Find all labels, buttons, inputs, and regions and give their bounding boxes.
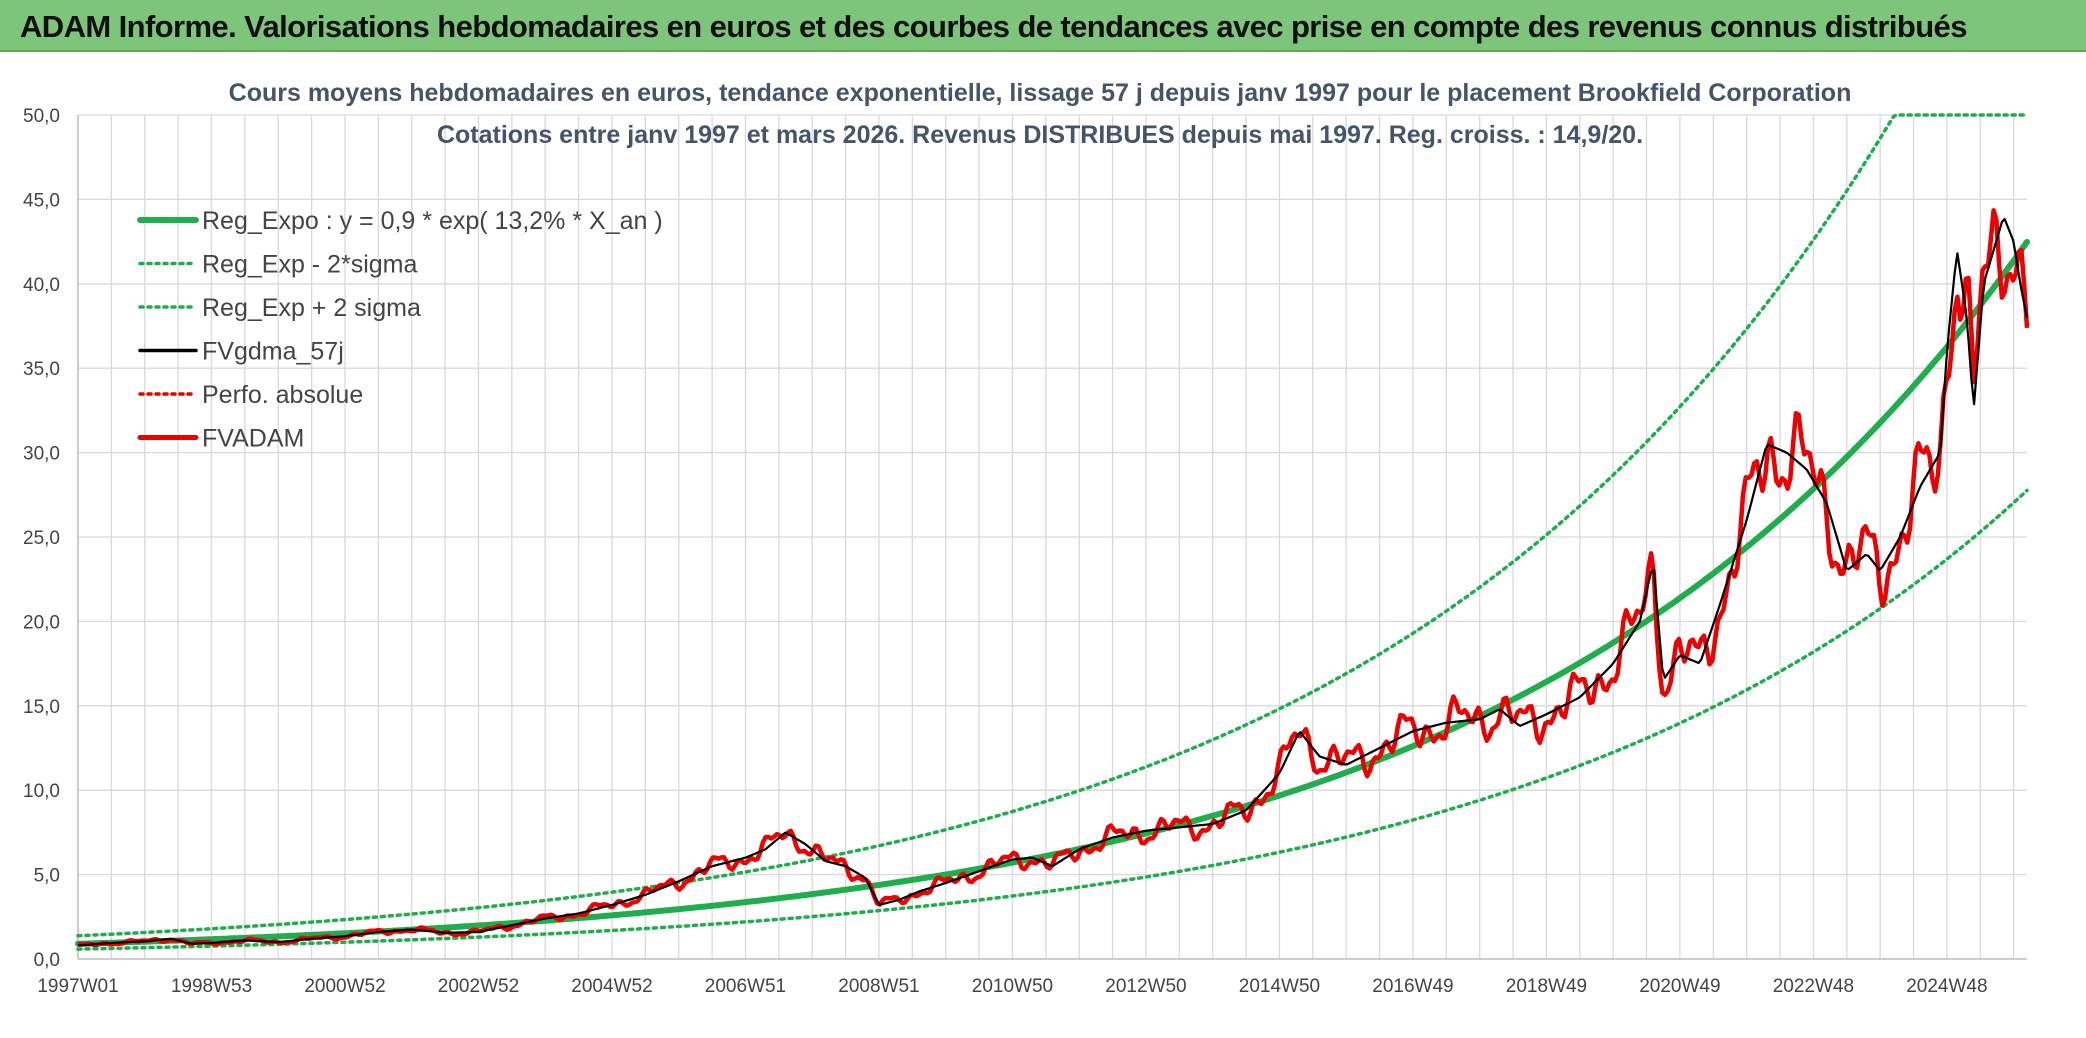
y-tick-label: 15,0 xyxy=(23,697,60,718)
banner-title: ADAM Informe. Valorisations hebdomadaire… xyxy=(20,9,1967,44)
x-tick-label: 2012W50 xyxy=(1105,976,1186,997)
y-tick-label: 20,0 xyxy=(23,612,60,633)
x-tick-label: 2010W50 xyxy=(972,976,1053,997)
exponential-trend-chart: 0,0 5,0 10,0 15,0 20,0 25,0 30,0 35,0 40,0 45,0 50… xyxy=(23,79,2030,997)
legend-label: FVgdma_57j xyxy=(202,338,344,366)
y-tick-label: 45,0 xyxy=(23,190,60,211)
legend-label: Reg_Exp + 2 sigma xyxy=(202,294,421,322)
y-tick-label: 30,0 xyxy=(23,444,60,465)
x-tick-label: 2002W52 xyxy=(438,976,519,997)
report-banner: ADAM Informe. Valorisations hebdomadaire… xyxy=(0,0,2086,52)
y-tick-label: 25,0 xyxy=(23,528,60,549)
x-tick-label: 2016W49 xyxy=(1372,976,1453,997)
y-tick-label: 35,0 xyxy=(23,359,60,380)
y-tick-label: 50,0 xyxy=(23,106,60,127)
legend-label: Perfo. absolue xyxy=(202,381,363,409)
x-tick-label: 2014W50 xyxy=(1239,976,1320,997)
x-tick-label: 2008W51 xyxy=(838,976,919,997)
y-tick-label: 40,0 xyxy=(23,275,60,296)
chart-legend: Reg_Expo : y = 0,9 * exp( 13,2% * X_an )… xyxy=(137,207,663,453)
x-tick-label: 1998W53 xyxy=(171,976,252,997)
chart-series xyxy=(75,113,2030,951)
x-tick-label: 2024W48 xyxy=(1906,976,1987,997)
chart-grid xyxy=(77,114,2027,960)
x-tick-label: 2004W52 xyxy=(571,976,652,997)
x-tick-label: 2018W49 xyxy=(1506,976,1587,997)
fvadam-line xyxy=(77,208,2030,948)
sigma-band-curve xyxy=(76,488,2029,951)
chart-frame: 0,0 5,0 10,0 15,0 20,0 25,0 30,0 35,0 40,0 45,0 50… xyxy=(0,52,2086,1038)
legend-label: Reg_Exp - 2*sigma xyxy=(202,251,417,279)
y-tick-label: 5,0 xyxy=(34,866,60,887)
x-tick-label: 1997W01 xyxy=(37,976,118,997)
sigma-band-curve xyxy=(76,113,2029,938)
x-tick-label: 2000W52 xyxy=(304,976,385,997)
legend-label: Reg_Expo : y = 0,9 * exp( 13,2% * X_an ) xyxy=(202,207,663,235)
chart-title-line2: Cotations entre janv 1997 et mars 2026. … xyxy=(437,121,1643,149)
regression-curve xyxy=(75,238,2030,947)
chart-title-line1: Cours moyens hebdomadaires en euros, ten… xyxy=(229,79,1852,107)
y-axis: 0,0 5,0 10,0 15,0 20,0 25,0 30,0 35,0 40,0 45,0 50… xyxy=(23,106,79,971)
y-tick-label: 10,0 xyxy=(23,781,60,802)
x-tick-label: 2006W51 xyxy=(705,976,786,997)
x-axis: 1997W01 1998W53 2000W52 2002W52 2004W52 2006W… xyxy=(37,958,2027,997)
fvgdma-line xyxy=(77,217,2029,947)
legend-label: FVADAM xyxy=(202,425,304,453)
x-tick-label: 2022W48 xyxy=(1773,976,1854,997)
x-tick-label: 2020W49 xyxy=(1639,976,1720,997)
y-tick-label: 0,0 xyxy=(34,950,60,971)
